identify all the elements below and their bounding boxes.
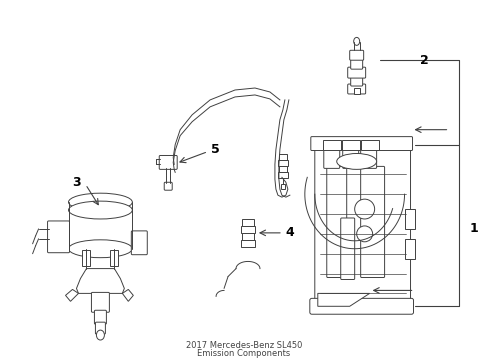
Text: 4: 4 xyxy=(285,226,294,239)
Ellipse shape xyxy=(96,330,104,340)
Polygon shape xyxy=(76,269,124,293)
FancyBboxPatch shape xyxy=(360,147,376,168)
Bar xyxy=(404,209,414,229)
Ellipse shape xyxy=(356,226,372,242)
Bar xyxy=(353,88,359,94)
FancyBboxPatch shape xyxy=(131,231,147,255)
Text: Emission Components: Emission Components xyxy=(197,350,290,359)
FancyBboxPatch shape xyxy=(310,137,412,150)
FancyBboxPatch shape xyxy=(326,166,346,278)
Bar xyxy=(404,239,414,259)
Polygon shape xyxy=(65,289,78,301)
FancyBboxPatch shape xyxy=(340,218,354,279)
FancyBboxPatch shape xyxy=(94,310,106,324)
Polygon shape xyxy=(122,289,133,301)
FancyBboxPatch shape xyxy=(342,147,358,168)
FancyBboxPatch shape xyxy=(309,298,413,314)
FancyBboxPatch shape xyxy=(323,147,339,168)
Ellipse shape xyxy=(354,199,374,219)
Bar xyxy=(242,219,253,226)
Ellipse shape xyxy=(68,193,132,211)
Polygon shape xyxy=(317,293,369,306)
FancyBboxPatch shape xyxy=(159,156,177,169)
Bar xyxy=(241,240,254,247)
Text: 2: 2 xyxy=(419,54,427,67)
Bar xyxy=(110,250,118,266)
Text: 2017 Mercedes-Benz SL450: 2017 Mercedes-Benz SL450 xyxy=(185,342,302,351)
Bar xyxy=(242,233,253,240)
FancyBboxPatch shape xyxy=(360,166,384,278)
FancyBboxPatch shape xyxy=(349,50,363,60)
Bar xyxy=(278,166,286,172)
FancyBboxPatch shape xyxy=(164,182,172,190)
Text: 3: 3 xyxy=(72,176,81,189)
FancyBboxPatch shape xyxy=(350,76,362,86)
Bar xyxy=(360,140,378,149)
Text: 1: 1 xyxy=(468,222,477,235)
Bar xyxy=(277,161,287,166)
FancyBboxPatch shape xyxy=(314,141,410,309)
FancyBboxPatch shape xyxy=(47,221,69,253)
FancyBboxPatch shape xyxy=(347,67,365,78)
Bar xyxy=(241,226,254,233)
Bar xyxy=(82,250,90,266)
Bar xyxy=(322,140,340,149)
FancyBboxPatch shape xyxy=(350,58,362,69)
Ellipse shape xyxy=(353,37,359,45)
Bar xyxy=(341,140,359,149)
Bar xyxy=(277,172,287,178)
Ellipse shape xyxy=(68,201,132,219)
Bar xyxy=(278,154,286,161)
FancyBboxPatch shape xyxy=(347,84,365,94)
FancyBboxPatch shape xyxy=(91,292,109,312)
FancyBboxPatch shape xyxy=(95,322,105,334)
Ellipse shape xyxy=(68,240,132,258)
Ellipse shape xyxy=(336,153,376,169)
Bar xyxy=(280,184,285,189)
Text: 5: 5 xyxy=(211,143,220,156)
